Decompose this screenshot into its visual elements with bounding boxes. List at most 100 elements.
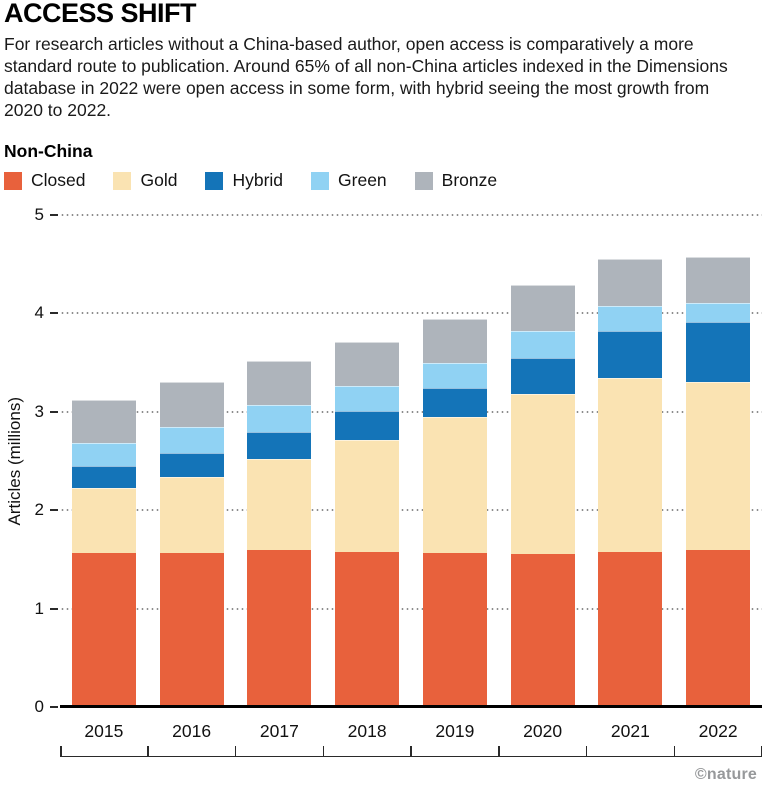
legend-swatch-green [311,171,330,190]
x-axis-rule [60,746,762,757]
y-tick-1 [50,607,58,610]
bar-segment-2015-gold [71,487,136,553]
bar-segment-2022-closed [686,549,751,707]
bar-segment-2017-gold [247,459,312,550]
x-axis-tick-1 [147,746,149,756]
legend-swatch-bronze [414,171,433,190]
bar-segment-2022-gold [686,382,751,550]
x-tick-label-2016: 2016 [172,721,212,741]
x-tick-label-2020: 2020 [523,721,563,741]
y-tick-label-0: 0 [34,697,44,716]
bar-2020 [510,284,575,707]
legend-label-bronze: Bronze [441,170,498,190]
bar-2016 [159,382,224,707]
legend-label-hybrid: Hybrid [232,170,284,190]
bar-segment-2021-hybrid [598,331,663,379]
legend-swatch-gold [113,171,132,190]
bar-segment-2019-gold [422,416,487,553]
x-axis-tick-7 [673,746,675,756]
bar-segment-2021-closed [598,551,663,707]
x-axis-tick-0 [60,746,62,756]
bar-segment-2020-gold [510,394,575,554]
bar-segment-2019-closed [422,552,487,707]
x-axis-labels: 2015 2016 2017 2018 2019 2020 2021 2022 [60,721,762,745]
bar-2022 [686,257,751,707]
legend-swatch-hybrid [205,171,224,190]
gridline-3 [60,410,762,413]
y-tick-3 [50,410,58,413]
bar-segment-2016-closed [159,552,224,707]
bar-segment-2020-closed [510,553,575,707]
chart-description: For research articles without a China-ba… [4,34,728,120]
x-axis-tick-3 [322,746,324,756]
bar-segment-2017-hybrid [247,431,312,460]
y-tick-label-1: 1 [34,598,44,618]
bar-segment-2020-hybrid [510,357,575,395]
gridline-5 [60,214,762,216]
stacked-bar-chart: Articles (millions) 2015 2016 2017 2018 2019… [0,200,767,762]
legend-swatch-closed [4,171,22,190]
bar-segment-2016-green [159,426,224,454]
legend-item-hybrid: Hybrid [205,170,283,191]
legend-label-closed: Closed [31,170,86,190]
bar-segment-2022-green [686,302,751,323]
x-axis-tick-2 [234,746,237,756]
bar-segment-2017-bronze [247,360,312,405]
legend-item-green: Green [311,170,387,191]
chart-subtitle: Non-China [4,141,93,161]
y-axis-title-wrap: Articles (millions) [4,215,26,707]
gridline-2 [60,509,762,512]
bar-segment-2015-bronze [71,400,136,444]
y-tick-label-3: 3 [34,401,44,421]
legend-item-bronze: Bronze [414,170,498,191]
y-tick-2 [50,509,58,512]
y-tick-label-4: 4 [34,303,44,323]
bar-segment-2021-bronze [598,259,663,306]
y-tick-label-2: 2 [34,500,44,520]
bar-segment-2016-hybrid [159,453,224,477]
y-tick-label-5: 5 [34,205,44,224]
x-axis-tick-4 [410,746,412,756]
bar-2018 [335,341,400,707]
x-tick-label-2017: 2017 [259,721,299,741]
bar-segment-2018-green [335,386,400,411]
gridline-1 [60,607,762,610]
bar-segment-2016-bronze [159,382,224,427]
bar-segment-2022-bronze [686,257,751,303]
zero-axis-line [60,705,762,708]
legend: Closed Gold Hybrid Green Bronze [4,170,497,191]
legend-label-gold: Gold [140,170,178,190]
bar-segment-2017-green [247,404,312,432]
legend-item-closed: Closed [4,170,85,191]
bar-2019 [422,319,487,707]
source-credit: ©nature [694,766,757,783]
x-tick-label-2021: 2021 [610,721,650,741]
y-tick-4 [50,312,58,315]
x-axis-tick-6 [585,746,588,756]
bar-segment-2021-gold [598,378,663,552]
bar-segment-2019-hybrid [422,388,487,417]
legend-item-gold: Gold [113,170,177,191]
y-tick-5 [50,214,58,216]
bar-segment-2019-green [422,362,487,389]
bar-segment-2015-hybrid [71,465,136,488]
bar-segment-2015-closed [71,552,136,707]
bar-segment-2018-hybrid [335,410,400,441]
bar-2021 [598,259,663,707]
x-tick-label-2015: 2015 [84,721,124,741]
x-axis-tick-8 [760,746,762,756]
page-title: ACCESS SHIFT [4,0,197,28]
x-axis-tick-5 [498,746,500,756]
legend-label-green: Green [338,170,387,190]
bar-segment-2020-green [510,331,575,358]
x-tick-label-2018: 2018 [347,721,387,741]
bar-segment-2018-gold [335,440,400,552]
bar-segment-2019-bronze [422,319,487,363]
x-tick-label-2019: 2019 [435,721,475,741]
bar-2017 [247,360,312,707]
gridline-4 [60,312,762,315]
y-tick-0 [50,706,58,708]
plot-area [60,214,762,708]
bar-segment-2018-bronze [335,341,400,387]
